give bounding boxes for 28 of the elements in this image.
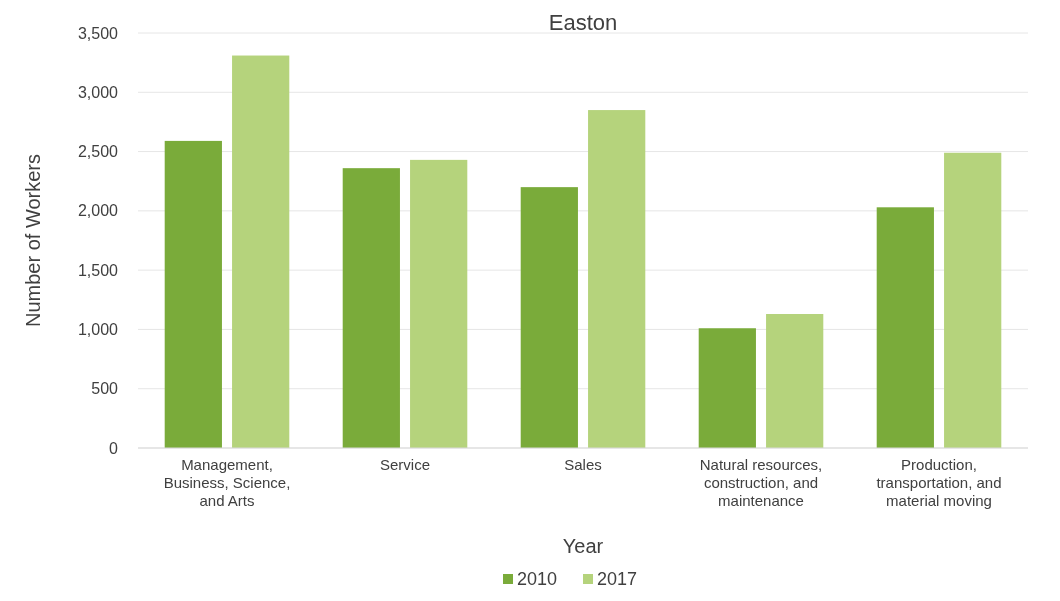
legend-label: 2017 [597, 569, 638, 589]
bar [164, 140, 222, 448]
y-tick-label: 2,000 [77, 202, 119, 220]
y-tick-label: 1,000 [77, 321, 119, 339]
bar [520, 187, 578, 448]
y-tick-label: 1,500 [77, 261, 119, 279]
y-tick-label: 3,500 [77, 24, 119, 42]
x-tick-label: Sales [564, 456, 602, 473]
y-tick-label: 500 [91, 380, 119, 398]
bar [698, 328, 756, 448]
x-tick-label: Management, Business, Science, and Arts [163, 456, 291, 509]
x-tick-label: Production, transportation, and material moving [876, 456, 1002, 509]
legend-label: 2010 [517, 569, 558, 589]
bar [766, 314, 824, 448]
bar [588, 110, 646, 448]
y-tick-label: 2,500 [77, 143, 119, 161]
y-tick-label: 0 [109, 439, 119, 457]
bar [944, 152, 1002, 448]
bar [342, 168, 400, 448]
bar [410, 159, 468, 448]
x-axis-title: Year [562, 535, 604, 557]
x-tick-label: Service [379, 456, 431, 473]
x-tick-label: Natural resources, construction, and maintenance [699, 456, 823, 509]
y-axis-title: Number of Workers [22, 153, 44, 328]
y-tick-label: 3,000 [77, 83, 119, 101]
chart-title: Easton [548, 10, 618, 35]
bar [232, 55, 290, 448]
bar [876, 207, 934, 448]
